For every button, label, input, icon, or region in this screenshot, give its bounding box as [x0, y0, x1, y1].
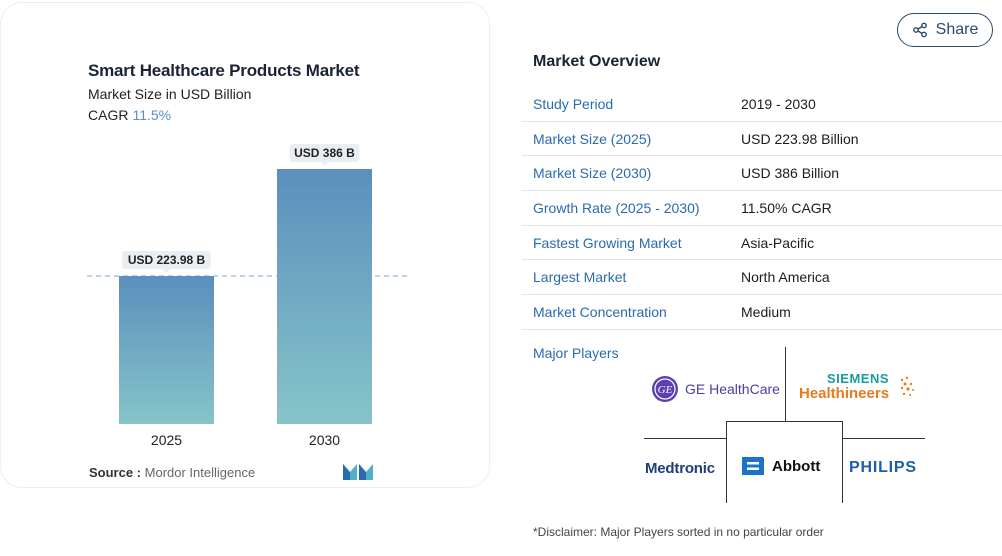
- players-divider: [842, 421, 843, 503]
- overview-row: Market Size (2030) USD 386 Billion: [522, 156, 1002, 192]
- cagr-label: CAGR: [88, 107, 129, 123]
- overview-row: Market Size (2025) USD 223.98 Billion: [522, 122, 1002, 157]
- abbott-text: Abbott: [772, 457, 821, 475]
- data-label: USD 386 B: [294, 146, 355, 160]
- overview-key[interactable]: Largest Market: [533, 269, 627, 286]
- major-players-label: Major Players: [533, 345, 619, 361]
- data-label-pointer: [162, 269, 171, 274]
- overview-value: USD 223.98 Billion: [741, 130, 859, 147]
- share-button[interactable]: Share: [897, 13, 993, 47]
- overview-table: Study Period 2019 - 2030 Market Size (20…: [522, 87, 1002, 330]
- overview-key[interactable]: Growth Rate (2025 - 2030): [533, 199, 700, 216]
- bar: [277, 169, 372, 424]
- overview-value: USD 386 Billion: [741, 165, 840, 182]
- bar: [119, 276, 214, 424]
- overview-value: Medium: [741, 303, 791, 320]
- overview-row: Study Period 2019 - 2030: [522, 87, 1002, 122]
- abbott-mark-icon: [742, 457, 764, 475]
- abbott-logo: Abbott: [740, 455, 820, 477]
- players-divider: [644, 438, 726, 439]
- overview-key[interactable]: Market Concentration: [533, 303, 667, 320]
- data-label-bg: [122, 251, 211, 270]
- overview-value: Asia-Pacific: [741, 234, 815, 251]
- overview-key[interactable]: Study Period: [533, 95, 614, 112]
- source-label: Source :: [89, 465, 142, 480]
- overview-title: Market Overview: [533, 53, 661, 70]
- ge-healthcare-logo: GE GE HealthCare: [651, 375, 780, 403]
- share-icon: [912, 22, 927, 38]
- overview-row: Market Concentration Medium: [522, 295, 1002, 330]
- disclaimer: *Disclaimer: Major Players sorted in no …: [533, 525, 824, 539]
- bar-chart: USD 223.98 B 2025 USD 386 B 2030: [87, 144, 407, 448]
- overview-value: 2019 - 2030: [741, 95, 816, 112]
- source-value: Mordor Intelligence: [144, 465, 256, 480]
- chart-subtitle: Market Size in USD Billion: [88, 86, 252, 102]
- cagr-value: 11.5%: [132, 107, 172, 123]
- overview-key[interactable]: Market Size (2025): [533, 130, 652, 147]
- x-tick-label: 2025: [151, 432, 182, 448]
- siemens-text: SIEMENS: [827, 371, 890, 386]
- chart-card: Smart Healthcare Products Market Market …: [0, 2, 490, 488]
- siemens-healthineers-logo: SIEMENS Healthineers: [799, 371, 914, 402]
- overview-row: Fastest Growing Market Asia-Pacific: [522, 226, 1002, 261]
- healthineers-dots-icon: [900, 376, 914, 396]
- overview-value: 11.50% CAGR: [741, 199, 832, 216]
- players-divider: [726, 421, 843, 422]
- x-tick-label: 2030: [309, 432, 340, 448]
- mordor-logo-icon: [343, 464, 373, 480]
- players-divider: [726, 421, 727, 503]
- overview-row: Growth Rate (2025 - 2030) 11.50% CAGR: [522, 191, 1002, 226]
- chart-source: Source : Mordor Intelligence: [89, 465, 255, 480]
- chart-title: Smart Healthcare Products Market: [88, 61, 360, 80]
- cagr-line: CAGR 11.5%: [88, 107, 171, 123]
- data-label: USD 223.98 B: [128, 253, 206, 267]
- data-label-bg: [289, 144, 360, 162]
- players-divider: [785, 347, 786, 421]
- overview-key[interactable]: Fastest Growing Market: [533, 234, 682, 251]
- data-label-pointer: [320, 162, 329, 166]
- ge-monogram-icon: GE: [652, 376, 678, 402]
- svg-text:GE: GE: [658, 384, 673, 396]
- overview-row: Largest Market North America: [522, 260, 1002, 296]
- overview-value: North America: [741, 269, 830, 286]
- medtronic-logo: Medtronic: [645, 460, 715, 477]
- overview-key[interactable]: Market Size (2030): [533, 165, 652, 182]
- philips-logo: PHILIPS: [849, 459, 917, 476]
- healthineers-text: Healthineers: [799, 385, 890, 402]
- players-divider: [843, 438, 925, 439]
- share-label: Share: [935, 21, 979, 38]
- ge-healthcare-text: GE HealthCare: [685, 381, 780, 397]
